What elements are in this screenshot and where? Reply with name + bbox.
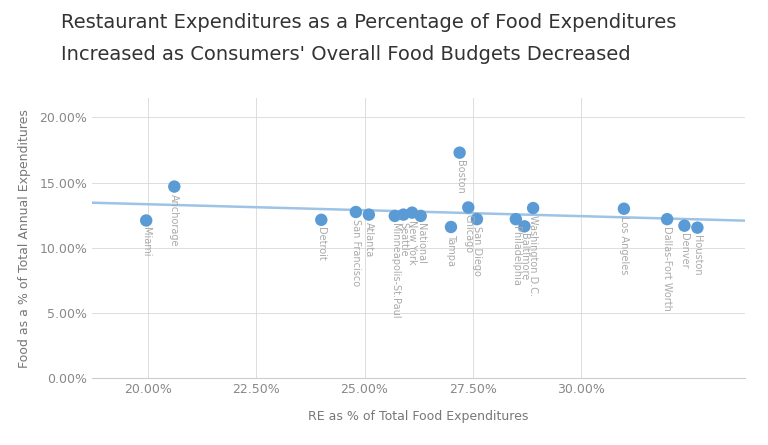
Point [527, 205, 539, 212]
Point [661, 216, 674, 223]
Text: Restaurant Expenditures as a Percentage of Food Expenditures: Restaurant Expenditures as a Percentage … [61, 13, 677, 32]
Text: New York: New York [407, 219, 417, 264]
Point [453, 149, 465, 156]
Point [691, 224, 703, 231]
Point [315, 216, 327, 223]
Point [362, 211, 375, 218]
Point [406, 209, 419, 216]
Text: Houston: Houston [693, 235, 703, 275]
Point [389, 212, 401, 219]
Point [445, 223, 457, 231]
Text: Tampa: Tampa [446, 234, 456, 266]
Text: Minneapolis-St.Paul: Minneapolis-St.Paul [390, 223, 400, 319]
Text: Miami: Miami [141, 227, 151, 257]
Point [397, 211, 409, 218]
Y-axis label: Food as a % of Total Annual Expenditures: Food as a % of Total Annual Expenditures [18, 109, 31, 368]
Point [678, 222, 690, 229]
Text: Increased as Consumers' Overall Food Budgets Decreased: Increased as Consumers' Overall Food Bud… [61, 44, 631, 64]
Text: Boston: Boston [455, 160, 465, 194]
Text: Dallas-Fort Worth: Dallas-Fort Worth [662, 226, 672, 311]
Point [617, 205, 630, 212]
Text: San Francisco: San Francisco [351, 219, 361, 286]
Point [349, 208, 362, 215]
Text: Anchorage: Anchorage [169, 194, 179, 246]
Point [140, 217, 152, 224]
Point [471, 216, 483, 223]
Text: Washington D.C.: Washington D.C. [528, 215, 538, 296]
Text: Detroit: Detroit [316, 227, 326, 260]
Point [415, 212, 427, 219]
Text: Los Angeles: Los Angeles [619, 216, 629, 274]
Text: Denver: Denver [680, 233, 690, 268]
Text: San Diego: San Diego [472, 226, 482, 276]
Point [168, 183, 180, 190]
Text: Philadelphia: Philadelphia [511, 226, 521, 286]
Point [462, 204, 475, 211]
Text: Atlanta: Atlanta [364, 222, 374, 257]
Text: Chicago: Chicago [463, 214, 473, 254]
Text: Baltimore: Baltimore [519, 233, 529, 280]
X-axis label: RE as % of Total Food Expenditures: RE as % of Total Food Expenditures [309, 410, 528, 423]
Point [510, 216, 522, 223]
Point [518, 223, 531, 230]
Text: Seattle: Seattle [399, 222, 409, 256]
Text: National: National [415, 223, 425, 264]
